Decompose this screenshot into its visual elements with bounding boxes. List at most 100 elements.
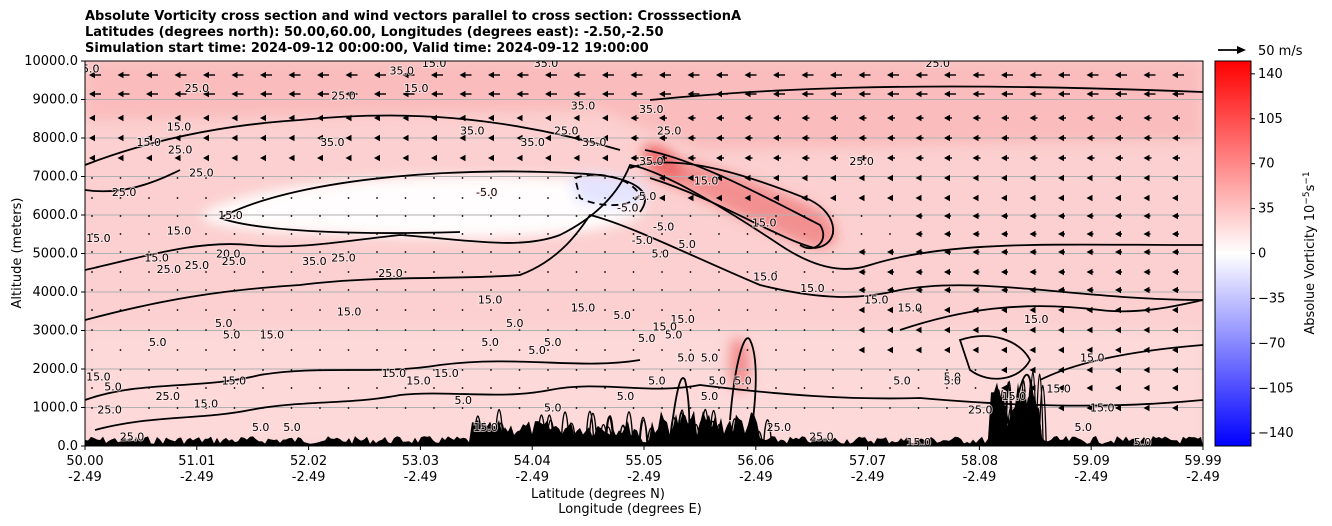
contour-label: 25.0 [168,144,193,157]
wind-vector-dot [433,369,435,371]
wind-vector-head [801,154,808,162]
wind-vector-dot [547,197,549,199]
wind-vector-head [1143,154,1150,162]
wind-vector-dot [176,197,179,199]
contour-label: 25.0 [926,57,951,70]
y-tick-label: 8000.0 [33,131,79,146]
wind-vectors [89,71,1184,412]
contour-label: 25.0 [657,124,682,137]
wind-vector-dot [860,215,863,217]
wind-vector-dot [661,329,663,331]
contour-label: 5.0 [893,375,911,388]
surface-contour [566,422,577,446]
wind-vector-head [858,248,865,256]
wind-vector-head [1172,174,1178,182]
surface-contour [543,430,554,446]
wind-vector-head [374,134,380,142]
wind-vector-dot [547,387,549,389]
wind-vector-head [374,90,380,98]
wind-vector-head [1001,326,1007,334]
wind-vector-dot [148,387,150,389]
wind-vector-head [231,90,238,98]
contour-label: 25.0 [185,82,210,95]
x-tick-label-lat: 59.99 [1184,454,1221,469]
x-tick-label-lat: 59.09 [1073,454,1110,469]
wind-vector-head [1029,366,1036,374]
wind-vector-head [1172,90,1178,98]
surface-contour [691,423,701,446]
wind-vector-head [944,134,950,142]
wind-vector-head [1058,404,1064,412]
wind-vector-head [716,71,722,79]
wind-vector-head [431,114,437,122]
wind-vector-head [1143,366,1150,374]
colorbar-ticks: 140 105 70 35 0 −35 −70 −105 −140 [1251,67,1294,441]
x-tick-label-lat: 52.02 [290,454,327,469]
contour-label: 15.0 [337,305,362,318]
wind-vector-dot [632,233,635,235]
wind-vector-head [887,90,893,98]
wind-vector-dot [889,407,891,409]
wind-vector-dot [946,407,948,409]
wind-vector-dot [262,271,264,273]
wind-vector-head [146,90,152,98]
surface-contour [1004,381,1013,446]
wind-vector-head [1143,90,1150,98]
wind-vector-head [1172,212,1178,220]
wind-vector-dot [746,271,749,273]
wind-vector-head [402,134,409,142]
surface-contour [714,423,724,446]
wind-vector-dot [518,289,521,291]
surface-contour [593,426,603,446]
contour-label: 5.0 [617,390,635,403]
contour-line [629,161,835,249]
surface-contour [1014,425,1024,446]
wind-vector-head [944,114,950,122]
contour-label: 15.0 [473,421,498,434]
wind-vector-dot [205,233,207,235]
surface-contour [476,430,486,446]
wind-vector-dot [490,329,492,331]
wind-vector-head [630,90,637,98]
wind-vector-dot [461,309,464,311]
wind-vector-dot [490,271,492,273]
wind-vector-head [915,230,922,238]
wind-vector-head [317,154,323,162]
wind-vector-head [573,71,580,79]
wind-vector-head [1086,154,1093,162]
wind-vector-dot [803,369,806,371]
wind-vector-dot [518,251,521,253]
wind-vector-head [288,90,295,98]
wind-vector-head [117,134,124,142]
field-low-patch [728,337,752,393]
wind-vector-head [1029,404,1036,412]
chart-title-line-1: Absolute Vorticity cross section and win… [85,9,742,24]
wind-vector-dot [376,329,378,331]
wind-vector-dot [518,177,521,179]
colorbar-tick-label: −35 [1258,291,1285,306]
wind-vector-dot [148,271,150,273]
wind-vector-dot [604,369,606,371]
wind-vector-head [317,134,323,142]
wind-vector-head [1115,268,1121,276]
wind-vector-head [1172,230,1178,238]
contour-label: 35.0 [302,255,327,268]
wind-vector-head [972,248,979,256]
wind-vector-head [488,134,494,142]
wind-vector-dot [347,271,350,273]
wind-vector-head [1001,71,1007,79]
wind-vector-head [944,346,950,354]
wind-vector-dot [689,215,692,217]
x-tick-label-lat: 57.07 [849,454,886,469]
wind-vector-dot [176,215,179,217]
wind-vector-dot [290,233,293,235]
wind-vector-dot [490,387,492,389]
wind-vector-dot [746,309,749,311]
wind-vector-head [716,174,722,182]
wind-vector-head [915,326,922,334]
wind-vector-head [915,248,922,256]
wind-vector-dot [461,197,464,199]
surface-contour [762,419,773,446]
wind-vector-dot [661,215,663,217]
wind-vector-head [858,268,865,276]
